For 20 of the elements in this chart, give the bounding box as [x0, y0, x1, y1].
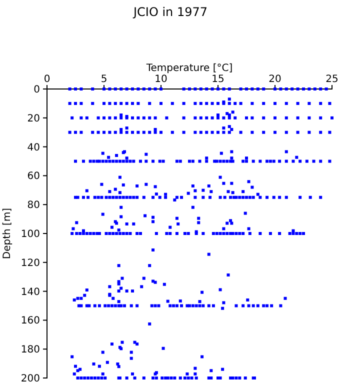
x-tick-label: 10 [154, 74, 168, 85]
y-axis-title: Depth [m] [2, 208, 13, 260]
x-axis-title: Temperature [°C] [145, 63, 233, 74]
y-tick-label: 0 [34, 84, 40, 96]
x-tick-label: 25 [326, 74, 338, 85]
y-tick-label: 60 [27, 171, 40, 182]
y-tick-label: 120 [20, 258, 40, 269]
y-tick-label: 180 [20, 344, 40, 356]
x-tick-label: 5 [100, 74, 108, 85]
y-tick-label: 20 [27, 113, 40, 124]
y-tick-label: 160 [20, 316, 40, 327]
x-tick-label: 0 [44, 74, 50, 85]
y-tick-label: 200 [20, 374, 40, 384]
y-tick-label: 140 [20, 286, 40, 298]
y-tick-label: 100 [20, 229, 40, 240]
x-tick-label: 15 [212, 74, 224, 85]
y-tick-label: 80 [27, 200, 40, 212]
chart-title: JCIO in 1977 [132, 5, 208, 19]
x-tick-label: 20 [268, 74, 282, 85]
y-tick-label: 40 [27, 142, 40, 154]
